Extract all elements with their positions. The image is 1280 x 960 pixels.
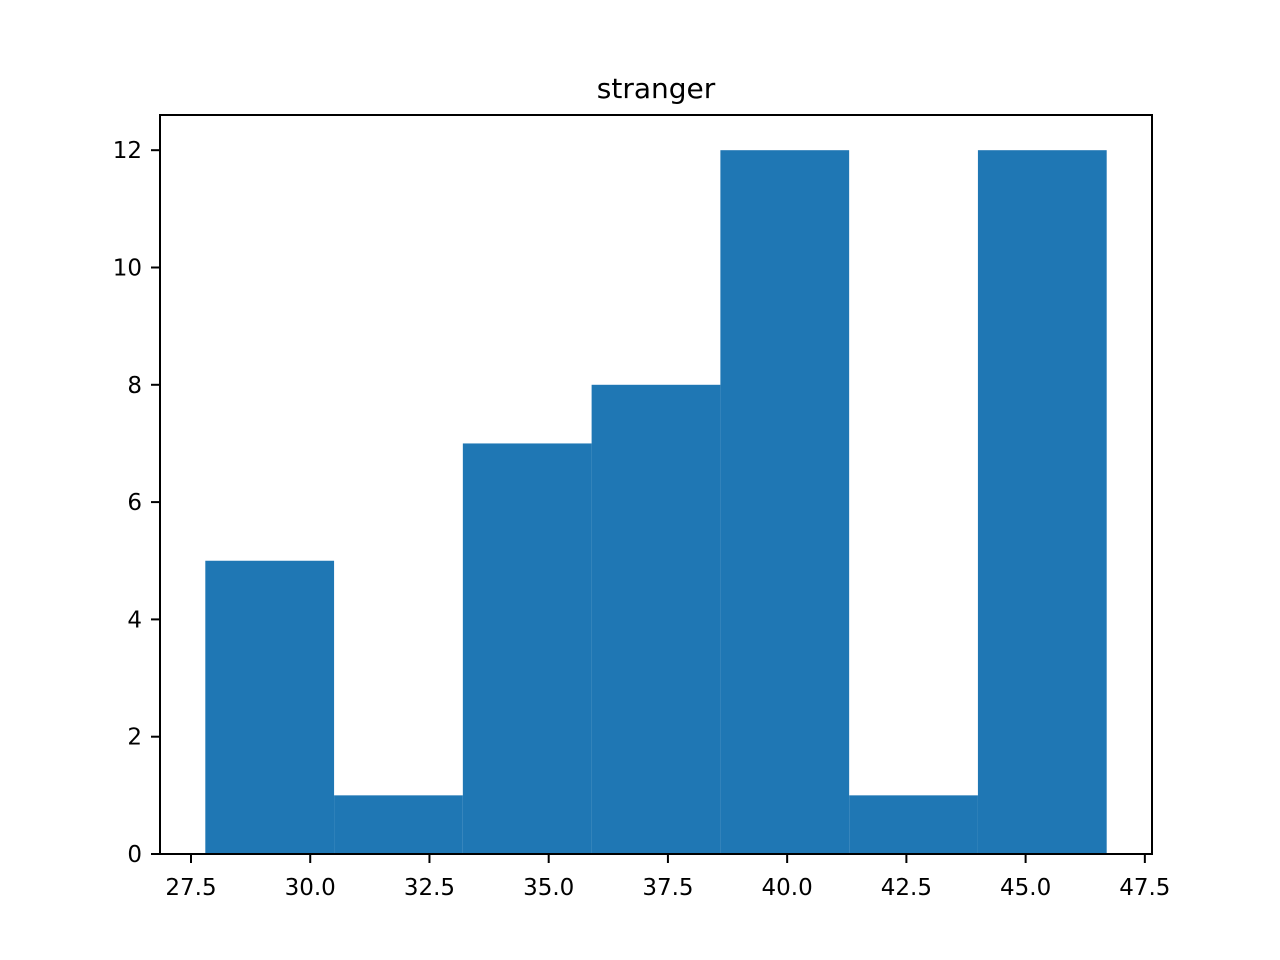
x-axis: 27.5 30.0 32.5 35.0 37.5 40.0 42.5 45.0 47.5 xyxy=(165,854,1170,901)
plot-frame xyxy=(159,114,1153,855)
y-tick-label: 6 xyxy=(127,490,142,516)
histogram-bar xyxy=(720,150,850,854)
x-tick-label: 37.5 xyxy=(642,875,693,901)
y-axis: 0 2 4 6 8 10 12 xyxy=(113,138,160,868)
x-tick-label: 42.5 xyxy=(881,875,932,901)
y-tick-label: 8 xyxy=(127,373,142,399)
x-tick-label: 32.5 xyxy=(404,875,455,901)
histogram-bar xyxy=(462,443,592,854)
histogram-bar xyxy=(334,795,463,854)
y-tick-label: 2 xyxy=(127,725,142,751)
x-tick-label: 40.0 xyxy=(762,875,813,901)
x-tick-label: 27.5 xyxy=(165,875,216,901)
chart-title: stranger xyxy=(597,72,716,105)
histogram-bar xyxy=(849,795,978,854)
histogram-bar xyxy=(977,150,1107,854)
y-tick-label: 10 xyxy=(113,255,142,281)
x-tick-label: 45.0 xyxy=(1000,875,1051,901)
bars-group xyxy=(205,150,1107,854)
y-tick-label: 0 xyxy=(127,842,142,868)
x-tick-label: 35.0 xyxy=(523,875,574,901)
x-tick-label: 30.0 xyxy=(285,875,336,901)
histogram-bar xyxy=(591,384,721,854)
y-tick-label: 4 xyxy=(127,607,142,633)
histogram-bar xyxy=(205,560,335,854)
y-tick-label: 12 xyxy=(113,138,142,164)
x-tick-label: 47.5 xyxy=(1119,875,1170,901)
